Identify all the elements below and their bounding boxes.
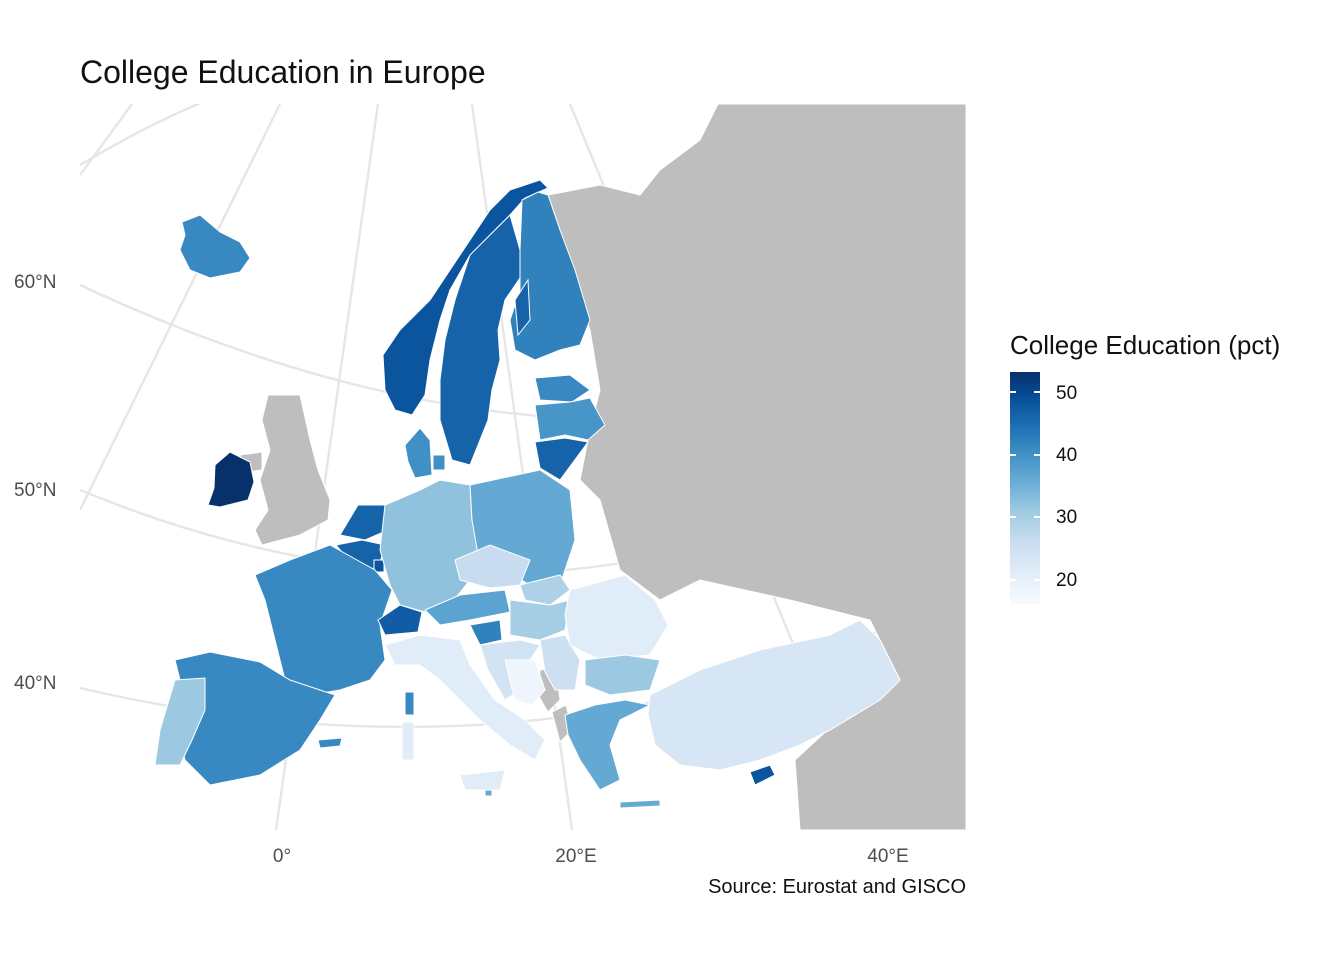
legend-label: 50: [1056, 383, 1078, 404]
graticule-line: [80, 104, 282, 511]
graticule-line: [80, 104, 133, 176]
region-netherlands: [339, 504, 389, 541]
y-tick-label: 40°N: [14, 673, 57, 694]
legend-label: 20: [1056, 570, 1078, 591]
region-estonia: [534, 374, 591, 403]
region-italy-island: [401, 721, 415, 761]
russia-east-land: [547, 104, 966, 830]
y-tick-label: 60°N: [14, 272, 57, 293]
region-switzerland: [377, 604, 423, 636]
region-romania: [564, 574, 669, 661]
region-greece: [564, 699, 652, 791]
y-tick-label: 50°N: [14, 480, 57, 501]
x-tick-label: 0°: [272, 846, 292, 867]
region-bulgaria: [584, 654, 661, 696]
region-ireland: [207, 451, 255, 508]
x-tick-label: 40°E: [867, 846, 909, 867]
region-iceland: [179, 214, 251, 279]
region-lithuania: [534, 437, 589, 481]
region-slovenia: [469, 619, 503, 646]
region-italy-island: [459, 769, 506, 791]
region-portugal: [154, 677, 206, 766]
region-france: [254, 544, 393, 696]
region-turkey: [647, 619, 901, 771]
region-hungary: [509, 599, 571, 641]
region-spain-island: [317, 737, 343, 749]
region-sweden-island: [514, 278, 531, 337]
region-bosnia-and-herzegovina: [504, 659, 546, 706]
chart-title: College Education in Europe: [80, 54, 486, 90]
graticule-line: [80, 104, 730, 167]
legend-colorbar: [1010, 372, 1040, 604]
legend-title: College Education (pct): [1010, 330, 1281, 360]
region-greece-island: [619, 799, 661, 809]
regions: [154, 179, 901, 809]
region-luxembourg: [373, 559, 385, 573]
region-latvia: [534, 397, 606, 441]
source-caption: Source: Eurostat and GISCO: [708, 876, 966, 898]
region-france-island: [404, 691, 415, 716]
region-serbia: [539, 634, 581, 691]
region-slovakia: [519, 574, 571, 606]
legend-label: 40: [1056, 445, 1078, 466]
legend-label: 30: [1056, 507, 1078, 528]
region-sweden: [439, 214, 523, 466]
region-cyprus: [749, 764, 776, 786]
region-germany: [379, 479, 481, 613]
region-italy: [384, 634, 546, 761]
x-tick-label: 20°E: [555, 846, 597, 867]
region-denmark-island: [432, 454, 446, 471]
region-denmark: [404, 427, 433, 479]
region-malta: [484, 789, 493, 797]
great-britain: [254, 394, 331, 546]
